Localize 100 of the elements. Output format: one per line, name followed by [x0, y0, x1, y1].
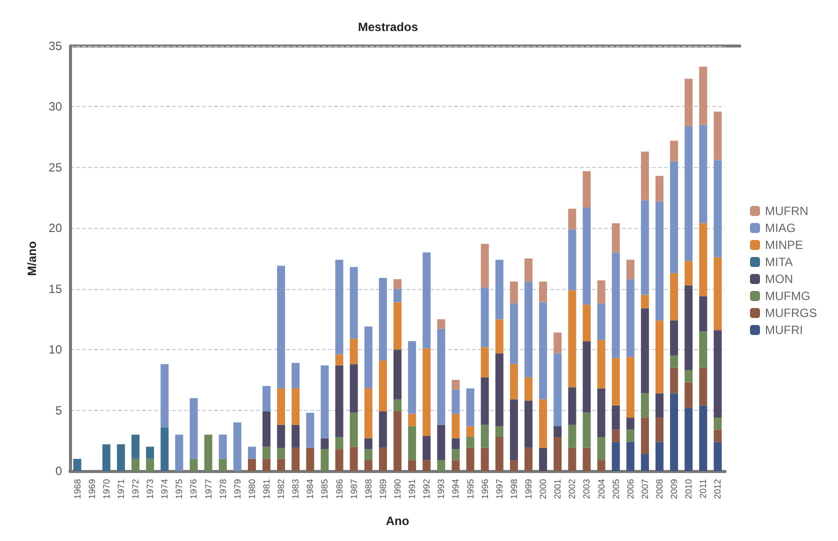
bar: [612, 430, 620, 442]
bar: [539, 282, 548, 302]
bar: [524, 400, 533, 448]
legend-label: MITA: [765, 255, 793, 269]
bar: [335, 260, 344, 354]
x-tick-label: 1985: [320, 479, 330, 500]
chart-title: Mestrados: [358, 20, 418, 34]
bar: [393, 279, 402, 289]
bar: [146, 446, 154, 459]
bar: [408, 341, 416, 414]
bar: [554, 353, 562, 426]
x-axis-title: Ano: [386, 514, 410, 528]
x-tick-label: 1995: [465, 479, 476, 500]
bar: [452, 390, 460, 414]
bar: [699, 405, 708, 471]
bar: [277, 448, 286, 459]
x-tick-label: 1982: [276, 479, 286, 500]
bar: [714, 112, 722, 160]
bar: [335, 365, 344, 437]
bar: [437, 328, 446, 425]
bar: [597, 460, 606, 471]
bar: [640, 152, 649, 200]
bar: [495, 426, 504, 437]
bar: [320, 365, 329, 438]
bar: [364, 460, 372, 471]
bar: [116, 444, 125, 471]
bar: [480, 288, 489, 348]
bar: [277, 424, 286, 448]
bar: [524, 258, 533, 282]
bar: [568, 290, 576, 388]
x-tick-label: 2001: [552, 479, 563, 500]
bar: [670, 273, 678, 320]
bar: [655, 393, 664, 418]
bar: [582, 171, 591, 208]
bar: [204, 434, 212, 471]
bar: [277, 266, 286, 388]
x-tick-label: 1977: [203, 479, 214, 500]
x-tick-label: 1993: [436, 479, 446, 500]
bar: [568, 387, 576, 425]
x-tick-label: 1990: [392, 479, 402, 500]
bar: [378, 448, 387, 471]
legend-label: MUFRGS: [765, 306, 818, 320]
bar: [640, 294, 649, 308]
bar: [670, 320, 678, 356]
bar: [684, 126, 693, 261]
bar: [393, 288, 402, 302]
y-tick-label: 30: [48, 100, 62, 114]
x-tick-label: 1969: [86, 479, 97, 500]
bar: [539, 448, 548, 471]
bar: [670, 140, 678, 162]
x-tick-label: 1974: [160, 479, 170, 500]
bar: [640, 308, 649, 394]
bar: [480, 448, 489, 471]
bar: [699, 331, 708, 368]
bar: [568, 229, 576, 290]
bar: [393, 350, 402, 400]
bar: [335, 437, 344, 450]
bar: [306, 448, 314, 471]
bar: [452, 438, 460, 450]
bar: [582, 412, 591, 448]
bar: [422, 436, 431, 460]
bar: [378, 360, 387, 412]
bar: [320, 438, 329, 450]
y-axis-title: M/ano: [24, 241, 39, 276]
bar: [364, 326, 372, 388]
bar: [714, 330, 722, 418]
bar: [495, 353, 504, 426]
x-tick-label: 1998: [508, 479, 519, 500]
x-tick-label: 1981: [262, 479, 272, 500]
x-tick-label: 2006: [625, 479, 636, 500]
bar: [292, 388, 300, 425]
x-tick-label: 1975: [174, 479, 184, 500]
bar: [539, 302, 548, 400]
x-tick-label: 2008: [654, 479, 664, 500]
x-tick-label: 1989: [378, 479, 388, 500]
bar: [699, 66, 708, 125]
x-tick-label: 2009: [669, 479, 680, 500]
bar: [452, 380, 460, 390]
x-tick-label: 2004: [596, 479, 606, 500]
bar: [524, 282, 533, 378]
bar: [393, 302, 402, 350]
bar: [714, 160, 722, 258]
bar: [597, 388, 606, 437]
x-tick-label: 1984: [305, 479, 316, 500]
bar: [597, 437, 606, 460]
bar: [670, 393, 678, 471]
bar: [466, 426, 474, 437]
bar: [277, 458, 286, 471]
bar: [714, 430, 722, 442]
x-tick-label: 1992: [422, 479, 432, 500]
bar: [350, 446, 358, 471]
y-tick-label: 0: [55, 464, 62, 478]
bar: [684, 260, 693, 286]
x-tick-label: 2007: [640, 479, 650, 500]
bar: [262, 386, 271, 412]
bar: [437, 424, 446, 460]
x-tick-label: 1973: [145, 479, 156, 500]
bar: [437, 319, 446, 329]
bar: [597, 340, 606, 388]
bar: [393, 399, 402, 412]
